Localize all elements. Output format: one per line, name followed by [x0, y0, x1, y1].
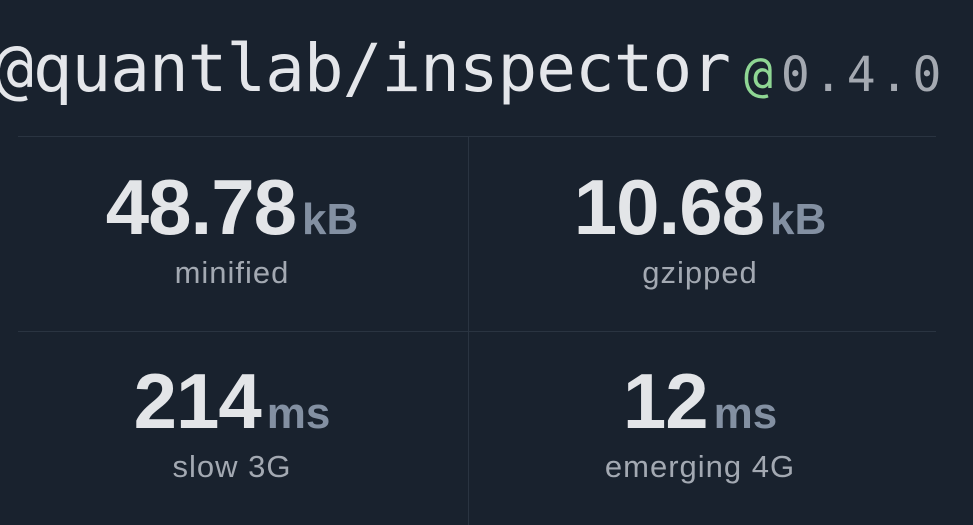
stat-minified: 48.78 kB minified: [7, 162, 457, 291]
package-version: 0.4.0: [780, 47, 946, 103]
divider-middle: [18, 331, 936, 332]
stat-label: emerging 4G: [604, 449, 796, 484]
divider-top: [18, 136, 936, 137]
stat-label: gzipped: [642, 255, 758, 290]
stat-unit: ms: [713, 389, 778, 438]
stat-unit: kB: [301, 195, 359, 244]
version-at-sign: @: [743, 47, 773, 103]
stat-label: slow 3G: [172, 449, 292, 484]
stat-label: minified: [174, 255, 290, 290]
stat-unit: ms: [266, 389, 331, 438]
stat-emerging-4g: 12 ms emerging 4G: [475, 356, 925, 485]
stat-value: 12: [622, 357, 709, 445]
divider-vertical: [468, 136, 469, 525]
stat-gzipped: 10.68 kB gzipped: [475, 162, 925, 291]
stat-slow-3g: 214 ms slow 3G: [7, 356, 457, 485]
stat-unit: kB: [769, 195, 827, 244]
package-name: @quantlab/inspector: [0, 30, 731, 107]
package-title: @quantlab/inspector @0.4.0: [0, 30, 945, 107]
stat-value: 214: [133, 357, 262, 445]
stat-value: 10.68: [573, 163, 765, 251]
stat-value: 48.78: [105, 163, 297, 251]
